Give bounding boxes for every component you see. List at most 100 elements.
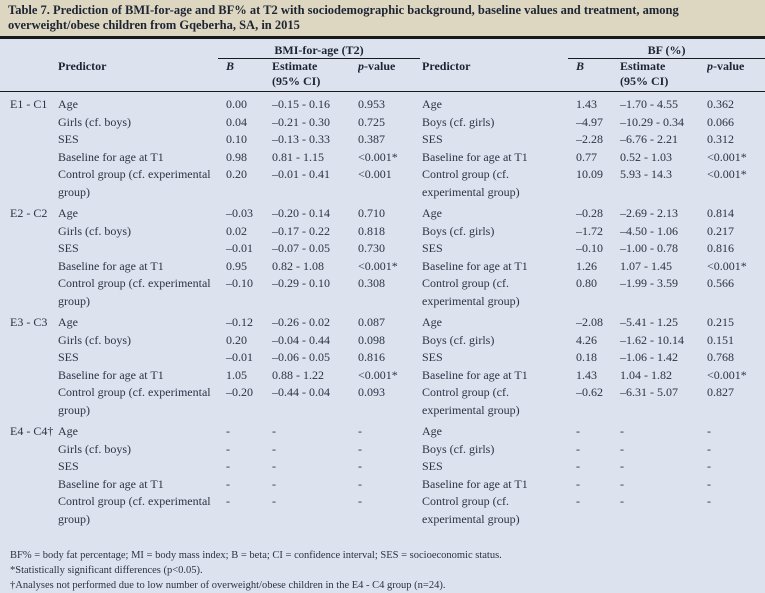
pvalue-cell: 0.818 <box>358 223 385 238</box>
b-cell: - <box>576 441 580 456</box>
pvalue-cell: 0.827 <box>707 385 734 399</box>
predictor-cell: Control group (cf. experimental group) <box>422 276 520 308</box>
b-cell: 0.20 <box>226 167 247 181</box>
predictor-cell: Control group (cf. experimental group) <box>58 494 211 526</box>
predictor-cell: Control group (cf. experimental group) <box>58 276 211 308</box>
pvalue-cell: 0.816 <box>707 241 734 255</box>
predictor-cell: Age <box>422 97 442 111</box>
predictor-cell: Baseline for age at T1 <box>422 476 528 491</box>
predictor-cell: Girls (cf. boys) <box>58 441 131 456</box>
estimate-cell: - <box>272 424 276 438</box>
predictor-cell: Age <box>422 315 442 329</box>
b-cell: –4.97 <box>576 114 603 129</box>
estimate-cell: - <box>620 459 624 473</box>
pvalue-cell: - <box>707 424 711 438</box>
predictor-cell: Baseline for age at T1 <box>422 149 528 164</box>
group-header-spacer <box>0 39 218 59</box>
predictor-cell: Age <box>422 206 442 220</box>
predictor-cell: Control group (cf. experimental group) <box>58 167 211 199</box>
table-row: Baseline for age at T1 - - - Baseline for ag… <box>0 476 765 494</box>
b-cell: - <box>226 459 230 473</box>
predictor-cell: Baseline for age at T1 <box>422 367 528 382</box>
pvalue-cell: - <box>358 459 362 473</box>
table-row: Baseline for age at T1 0.98 0.81 - 1.15 <0.… <box>0 149 765 167</box>
predictor-cell: Baseline for age at T1 <box>58 149 164 164</box>
estimate-cell: –1.99 - 3.59 <box>620 276 678 290</box>
pvalue-cell: 0.816 <box>358 350 385 364</box>
pvalue-cell: 0.312 <box>707 132 734 146</box>
predictor-cell: SES <box>58 459 79 473</box>
estimate-header-line2: (95% CI) <box>620 73 669 88</box>
estimate-cell: –2.69 - 2.13 <box>620 206 678 220</box>
predictor-cell: SES <box>58 350 79 364</box>
predictor-cell: Boys (cf. girls) <box>422 332 495 347</box>
pvalue-cell: 0.151 <box>707 332 734 347</box>
pvalue-cell: <0.001* <box>358 258 398 273</box>
estimate-cell: –1.62 - 10.14 <box>620 332 684 347</box>
estimate-cell: 5.93 - 14.3 <box>620 167 672 181</box>
b-cell: 0.77 <box>576 149 597 164</box>
predictor-cell: Control group (cf. experimental group) <box>422 494 520 526</box>
estimate-cell: –5.41 - 1.25 <box>620 315 678 329</box>
estimate-column-header: Estimate (95% CI) <box>264 58 358 92</box>
predictor-cell: Age <box>58 424 78 438</box>
b-cell: 0.80 <box>576 276 597 290</box>
b-cell: 4.26 <box>576 332 597 347</box>
b-cell: - <box>226 424 230 438</box>
b-cell: –2.28 <box>576 132 603 146</box>
pvalue-cell: 0.087 <box>358 315 385 329</box>
group-label: E3 - C3 <box>10 315 48 329</box>
estimate-cell: –0.44 - 0.04 <box>272 385 330 399</box>
predictor-cell: SES <box>422 132 443 146</box>
estimate-cell: –10.29 - 0.34 <box>620 114 684 129</box>
estimate-cell: 0.88 - 1.22 <box>272 367 324 382</box>
estimate-cell: 0.52 - 1.03 <box>620 149 672 164</box>
predictor-cell: Age <box>58 315 78 329</box>
estimate-cell: –0.15 - 0.16 <box>272 97 330 111</box>
table-row: Control group (cf. experimental group) 0.… <box>0 166 765 201</box>
estimate-header-line1: Estimate <box>272 59 318 73</box>
table-row: E1 - C1 Age 0.00 –0.15 - 0.16 0.953 Age 1.43 –1… <box>0 92 765 114</box>
b-cell: - <box>576 494 580 508</box>
predictor-cell: Control group (cf. experimental group) <box>58 385 211 417</box>
predictor-cell: Girls (cf. boys) <box>58 332 131 347</box>
b-cell: –0.01 <box>226 350 253 364</box>
b-cell: 1.43 <box>576 367 597 382</box>
group-label: E1 - C1 <box>10 97 48 111</box>
b-cell: - <box>226 476 230 491</box>
predictor-cell: SES <box>422 241 443 255</box>
results-table: BMI-for-age (T2) BF (%) Predictor B Esti… <box>0 39 765 528</box>
pvalue-cell: <0.001 <box>358 167 392 181</box>
pvalue-cell: - <box>358 424 362 438</box>
estimate-cell: –4.50 - 1.06 <box>620 223 678 238</box>
b-cell: 0.04 <box>226 114 247 129</box>
pvalue-cell: 0.953 <box>358 97 385 111</box>
estimate-cell: - <box>272 494 276 508</box>
pvalue-cell: 0.725 <box>358 114 385 129</box>
pvalue-cell: - <box>707 441 711 456</box>
table-row: SES 0.10 –0.13 - 0.33 0.387 SES –2.28 –6.76 - … <box>0 131 765 149</box>
pvalue-cell: 0.215 <box>707 315 734 329</box>
pvalue-cell: - <box>707 494 711 508</box>
estimate-cell: –1.70 - 4.55 <box>620 97 678 111</box>
group-label: E4 - C4† <box>10 424 54 438</box>
table-row: SES –0.01 –0.06 - 0.05 0.816 SES 0.18 –1.06 - … <box>0 349 765 367</box>
table-row: Baseline for age at T1 0.95 0.82 - 1.08 <0.… <box>0 258 765 276</box>
group-label: E2 - C2 <box>10 206 48 220</box>
table-title: Table 7. Prediction of BMI-for-age and B… <box>0 0 765 39</box>
table-row: Girls (cf. boys) 0.20 –0.04 - 0.44 0.098 Boy… <box>0 332 765 350</box>
b-cell: 0.20 <box>226 332 247 347</box>
b-cell: 1.26 <box>576 258 597 273</box>
pvalue-cell: - <box>707 459 711 473</box>
b-cell: 0.10 <box>226 132 247 146</box>
predictor-cell: Age <box>422 424 442 438</box>
pvalue-cell: <0.001* <box>358 367 398 382</box>
pvalue-column-header: p-value <box>707 58 765 92</box>
predictor-cell: Girls (cf. boys) <box>58 223 131 238</box>
b-cell: - <box>226 494 230 508</box>
predictor-cell: Baseline for age at T1 <box>58 476 164 491</box>
b-cell: 0.98 <box>226 149 247 164</box>
b-cell: –0.12 <box>226 315 253 329</box>
predictor-cell: Baseline for age at T1 <box>58 367 164 382</box>
estimate-column-header: Estimate (95% CI) <box>612 58 707 92</box>
